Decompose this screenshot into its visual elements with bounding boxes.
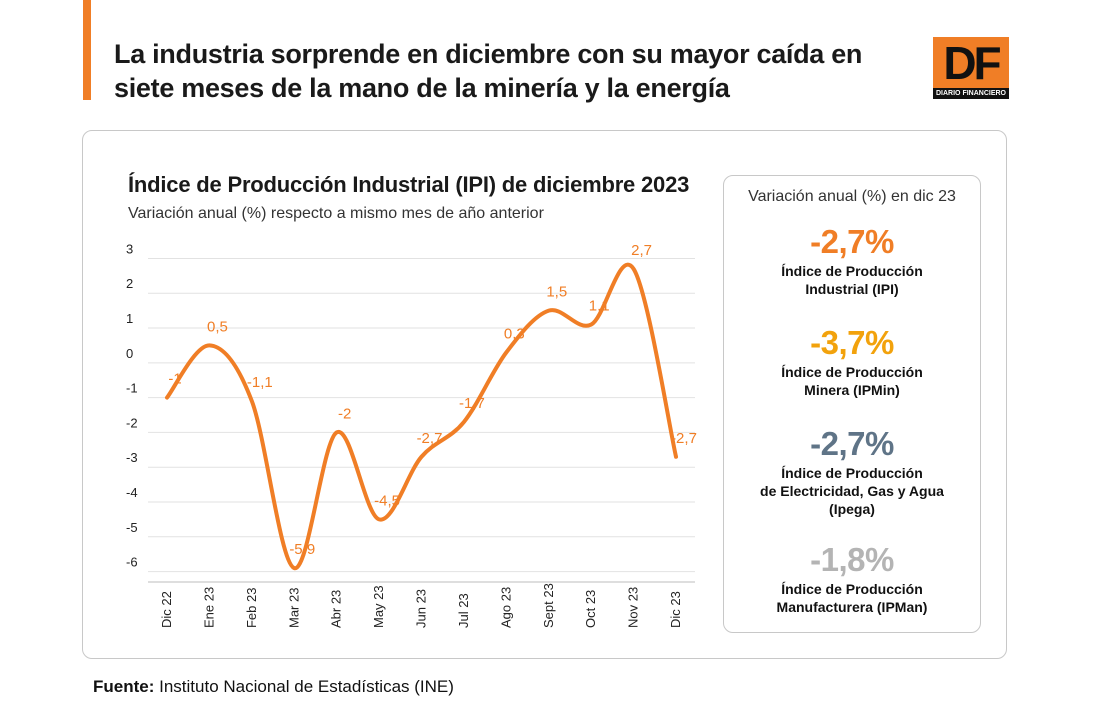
y-tick-label: 0	[126, 346, 133, 361]
logo-letters: DF	[943, 37, 1001, 89]
data-label: 0,5	[207, 318, 228, 335]
stat-ipman: -1,8% Índice de Producción Manufacturera…	[723, 542, 981, 616]
stat-value-ipman: -1,8%	[810, 541, 894, 578]
data-label: 0,3	[504, 325, 525, 342]
line-chart: 3 2 1 0 -1 -2 -3 -4 -5 -6 Dic 22 Ene 23 Feb 23 Mar 23…	[126, 241, 697, 628]
stat-label-ipmin: Índice de Producción Minera (IPMin)	[781, 364, 923, 398]
x-tick-label: Mar 23	[286, 588, 301, 628]
source-label: Fuente:	[93, 677, 155, 696]
df-logo: DF DIARIO FINANCIERO	[933, 37, 1009, 99]
y-tick-label: 1	[126, 311, 133, 326]
stat-ipega: -2,7% Índice de Producción de Electricid…	[723, 426, 981, 518]
x-tick-label: Dic 23	[668, 591, 683, 628]
y-tick-label: -2	[126, 415, 138, 430]
y-tick-label: -3	[126, 450, 138, 465]
summary-panel	[723, 175, 981, 633]
data-label: 1,1	[589, 298, 610, 315]
stat-value-ipi: -2,7%	[810, 223, 894, 260]
x-tick-label: Feb 23	[244, 588, 259, 628]
stat-label-ipi: Índice de Producción Industrial (IPI)	[781, 263, 923, 297]
x-tick-label: Jun 23	[414, 589, 429, 628]
data-label: -2,7	[417, 430, 443, 447]
x-tick-label: Ene 23	[201, 587, 216, 628]
y-tick-label: 2	[126, 276, 133, 291]
x-tick-label: Oct 23	[583, 590, 598, 628]
summary-title: Variación anual (%) en dic 23	[748, 188, 956, 205]
y-tick-label: 3	[126, 241, 133, 256]
x-tick-label: Jul 23	[456, 593, 471, 628]
stat-label-ipega: Índice de Producción de Electricidad, Ga…	[760, 465, 944, 517]
x-tick-label: Abr 23	[329, 590, 344, 628]
stat-ipi: -2,7% Índice de Producción Industrial (I…	[723, 224, 981, 298]
y-tick-label: -6	[126, 555, 138, 570]
x-tick-label: Dic 22	[159, 591, 174, 628]
data-label: 1,5	[546, 284, 567, 301]
logo-subtext: DIARIO FINANCIERO	[933, 88, 1009, 99]
source-note: Fuente: Instituto Nacional de Estadístic…	[93, 677, 454, 697]
x-tick-label: May 23	[371, 585, 386, 628]
data-label: -5,9	[289, 541, 315, 558]
chart-card	[82, 130, 1007, 659]
data-label: -2	[338, 405, 351, 422]
y-tick-label: -5	[126, 520, 138, 535]
chart-title: Índice de Producción Industrial (IPI) de…	[128, 172, 690, 197]
y-tick-label: -4	[126, 485, 138, 500]
x-tick-label: Nov 23	[626, 587, 641, 628]
accent-bar	[83, 0, 91, 100]
data-label: -1	[168, 371, 181, 388]
stat-label-ipman: Índice de Producción Manufacturera (IPMa…	[776, 581, 928, 615]
page-title: La industria sorprende en diciembre con …	[114, 39, 863, 103]
stat-value-ipega: -2,7%	[810, 425, 894, 462]
data-label: -4,5	[374, 492, 400, 509]
data-label: -1,1	[247, 374, 273, 391]
data-label: -2,7	[671, 430, 697, 447]
stat-value-ipmin: -3,7%	[810, 324, 894, 361]
series-line	[165, 263, 678, 571]
chart-subtitle: Variación anual (%) respecto a mismo mes…	[128, 205, 544, 222]
y-tick-label: -1	[126, 381, 138, 396]
data-label: -1,7	[459, 395, 485, 412]
x-tick-label: Ago 23	[498, 587, 513, 628]
source-text: Instituto Nacional de Estadísticas (INE)	[154, 677, 454, 696]
data-label: 2,7	[631, 242, 652, 259]
x-tick-label: Sept 23	[541, 583, 556, 628]
stat-ipmin: -3,7% Índice de Producción Minera (IPMin…	[723, 325, 981, 399]
